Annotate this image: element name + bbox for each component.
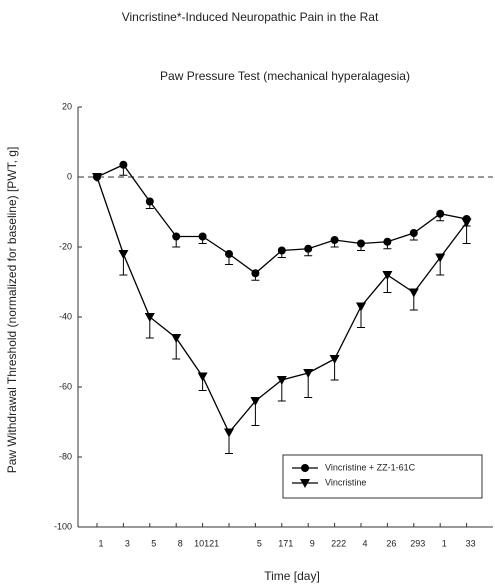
x-tick-label: 1 xyxy=(98,538,103,548)
data-point xyxy=(408,288,419,298)
data-point xyxy=(145,197,154,206)
data-point xyxy=(251,269,260,278)
legend-marker xyxy=(300,479,310,488)
data-point xyxy=(92,173,102,182)
legend-label: Vincristine xyxy=(325,477,366,487)
y-axis-label: Paw Withdrawal Threshold (normalized for… xyxy=(5,147,19,474)
data-point xyxy=(356,302,366,312)
data-point xyxy=(303,369,314,378)
x-tick-label: 4 xyxy=(362,538,367,548)
x-tick-label: 5 xyxy=(257,538,262,548)
x-tick-label: 9 xyxy=(310,538,315,548)
x-tick-label: 26 xyxy=(386,538,396,548)
x-axis-label: Time [day] xyxy=(264,569,320,583)
x-tick-label: 33 xyxy=(466,538,476,548)
y-tick-label: -40 xyxy=(59,311,72,321)
y-tick-label: -100 xyxy=(54,521,72,531)
x-tick-label: 10121 xyxy=(194,538,219,548)
legend-label: Vincristine + ZZ-1-61C xyxy=(325,462,416,472)
data-point xyxy=(197,372,208,382)
data-point xyxy=(171,334,182,343)
x-tick-label: 3 xyxy=(125,538,130,548)
y-tick-label: 0 xyxy=(67,171,72,181)
x-tick-label: 8 xyxy=(178,538,183,548)
data-point xyxy=(461,218,472,228)
legend-marker xyxy=(301,464,309,472)
data-point xyxy=(250,397,261,406)
data-point xyxy=(276,376,287,385)
data-point xyxy=(172,232,181,241)
data-point xyxy=(144,313,155,322)
data-point xyxy=(436,209,445,218)
y-tick-label: -80 xyxy=(59,451,72,461)
x-tick-label: 222 xyxy=(331,538,346,548)
x-tick-label: 293 xyxy=(410,538,425,548)
data-point xyxy=(330,236,339,244)
data-point xyxy=(409,229,418,237)
data-point xyxy=(198,232,207,241)
data-point xyxy=(357,239,365,248)
x-tick-label: 171 xyxy=(278,538,293,548)
legend-box xyxy=(282,454,483,499)
chart-subtitle: Paw Pressure Test (mechanical hyperalage… xyxy=(160,69,410,83)
chart-title: Vincristine*-Induced Neuropathic Pain in… xyxy=(122,10,379,24)
data-point xyxy=(277,246,286,255)
data-point xyxy=(118,250,129,259)
x-tick-label: 5 xyxy=(151,538,156,548)
data-point xyxy=(435,253,446,263)
y-tick-label: 20 xyxy=(62,101,72,111)
data-point xyxy=(329,355,340,364)
data-point xyxy=(225,250,233,258)
x-tick-label: 1 xyxy=(442,538,447,548)
data-point xyxy=(383,237,392,246)
data-point xyxy=(119,160,128,169)
y-tick-label: -20 xyxy=(59,241,72,251)
data-point xyxy=(382,271,393,280)
data-point xyxy=(224,428,234,438)
data-point xyxy=(304,244,313,253)
y-tick-label: -60 xyxy=(59,381,72,391)
